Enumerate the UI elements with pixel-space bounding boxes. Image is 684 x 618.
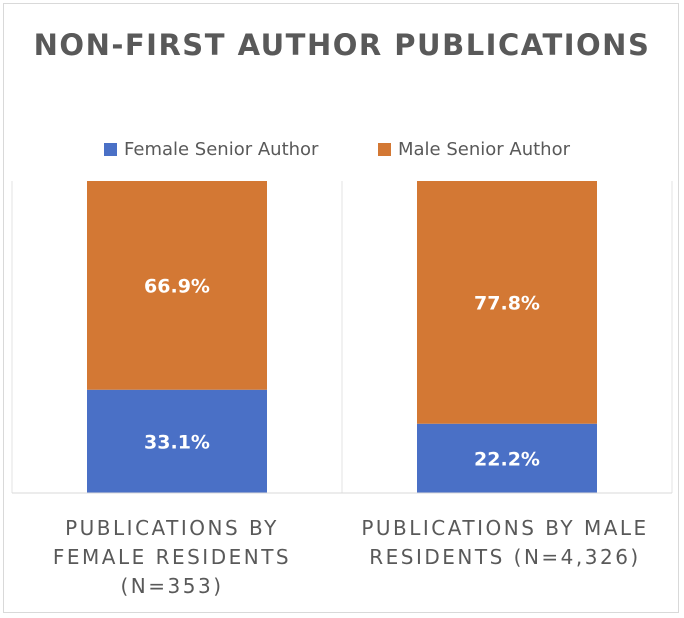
legend-item-female-senior-author: Female Senior Author [104,137,318,161]
bar-segment-female-0 [87,389,267,493]
bar-segment-female-1 [417,423,597,493]
bar-segment-male-1 [417,181,597,424]
data-label-male-0: 66.9% [144,275,210,297]
chart-legend: Female Senior Author Male Senior Author [0,137,684,161]
legend-swatch-female [104,142,117,156]
legend-label-female: Female Senior Author [124,138,319,160]
category-label-male-residents: PUBLICATIONS BY MALE RESIDENTS (N=4,326) [361,516,649,569]
category-label-female-residents: PUBLICATIONS BY FEMALE RESIDENTS (N=353) [52,516,292,598]
legend-label-male: Male Senior Author [398,138,571,160]
legend-swatch-male [378,142,391,156]
bar-segment-male-0 [87,181,267,390]
data-label-female-1: 22.2% [474,448,540,470]
chart-title-text: NON-FIRST AUTHOR PUBLICATIONS [33,28,651,62]
data-label-female-0: 33.1% [144,431,210,453]
chart-title: NON-FIRST AUTHOR PUBLICATIONS [0,24,684,67]
legend-item-male-senior-author: Male Senior Author [378,137,570,161]
data-label-male-1: 77.8% [474,292,540,314]
